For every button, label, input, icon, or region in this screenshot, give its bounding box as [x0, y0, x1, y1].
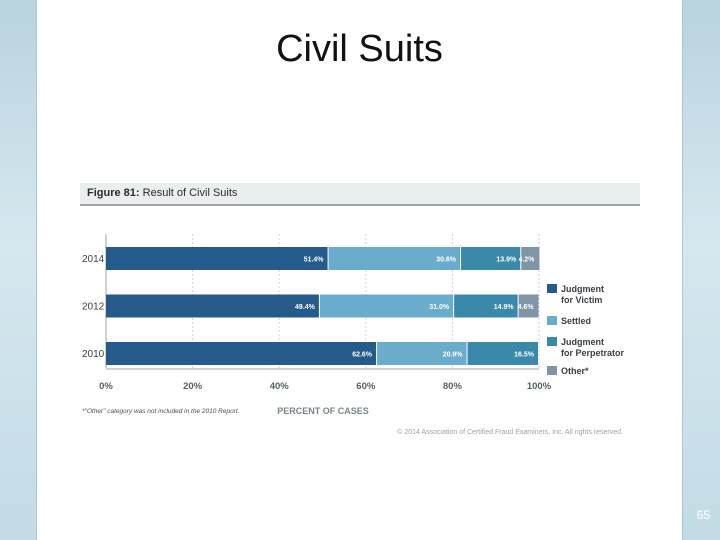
bar-segment: [521, 247, 540, 270]
bar-segment: [106, 294, 319, 318]
bar-value-label: 31.0%: [429, 304, 450, 311]
bar-segment: [467, 342, 538, 365]
bar-segment: [106, 342, 377, 365]
figure-number: Figure 81:: [87, 187, 140, 199]
left-decorative-bar: [0, 0, 37, 540]
figure-title-text: Result of Civil Suits: [142, 187, 238, 199]
bar-value-label: 51.4%: [304, 257, 325, 264]
copyright-text: © 2014 Association of Certified Fraud Ex…: [397, 428, 623, 436]
bar-value-label: 13.9%: [496, 257, 517, 264]
slide-title: Civil Suits: [276, 28, 443, 70]
legend-label: Other*: [561, 366, 589, 376]
bar-value-label: 20.9%: [443, 352, 464, 359]
bar-segment: [328, 247, 461, 270]
bar-value-label: 16.5%: [514, 352, 535, 359]
x-tick-label: 0%: [99, 381, 113, 392]
figure-title: Figure 81: Result of Civil Suits: [87, 187, 237, 199]
bar-value-label: 30.6%: [436, 257, 457, 264]
bar-segment: [461, 247, 521, 270]
x-tick-label: 80%: [443, 381, 463, 392]
bar-value-label: 49.4%: [295, 304, 316, 311]
legend-swatch: [547, 337, 557, 346]
bar-value-label: 4.2%: [518, 257, 535, 264]
figure-footnote: *"Other" category was not included in th…: [82, 408, 240, 415]
legend-label: Judgment: [561, 337, 604, 347]
legend-label: for Victim: [561, 295, 602, 305]
legend-swatch: [547, 284, 557, 293]
slide-number: 65: [696, 508, 710, 522]
y-category-label: 2014: [82, 254, 105, 265]
x-tick-label: 20%: [183, 381, 203, 392]
bar-value-label: 14.9%: [494, 304, 515, 311]
y-category-label: 2012: [82, 302, 105, 313]
bar-segment: [454, 294, 518, 318]
bar-value-label: 62.6%: [352, 352, 373, 359]
x-tick-label: 100%: [527, 381, 552, 392]
x-axis-title: PERCENT OF CASES: [277, 406, 369, 416]
bar-segment: [319, 294, 454, 318]
legend-label: for Perpetrator: [561, 348, 625, 358]
legend-swatch: [547, 366, 557, 375]
x-tick-label: 40%: [270, 381, 290, 392]
bar-value-label: 4.6%: [518, 304, 535, 311]
legend-label: Judgment: [561, 284, 604, 294]
right-decorative-bar: [682, 0, 720, 540]
bar-segment: [518, 294, 539, 318]
bar-segment: [106, 247, 328, 270]
x-tick-label: 60%: [356, 381, 376, 392]
y-category-label: 2010: [82, 349, 105, 360]
legend-label: Settled: [561, 316, 591, 326]
legend-swatch: [547, 316, 557, 325]
figure-header: Figure 81: Result of Civil Suits: [80, 183, 640, 206]
bar-segment: [377, 342, 467, 365]
